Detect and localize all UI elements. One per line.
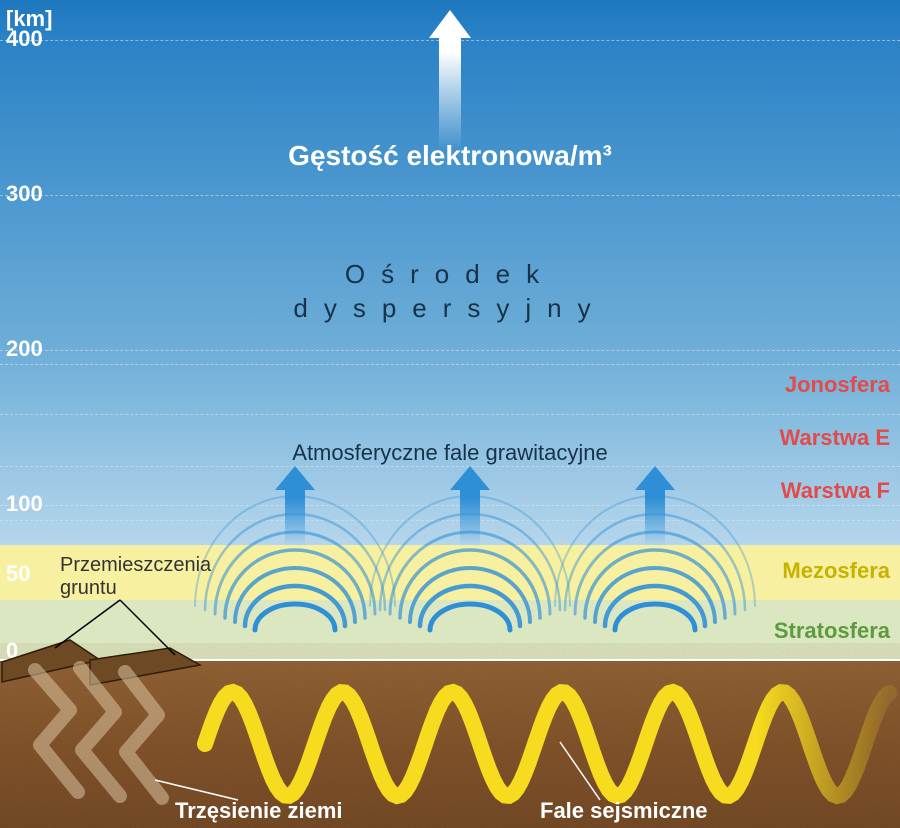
seismic-graphics: [0, 0, 900, 828]
earthquake-label: Trzęsienie ziemi: [175, 798, 343, 824]
seismic-waves-label: Fale sejsmiczne: [540, 798, 708, 824]
atmosphere-seismic-diagram: [km] 400300200100500 JonosferaWarstwa EW…: [0, 0, 900, 828]
